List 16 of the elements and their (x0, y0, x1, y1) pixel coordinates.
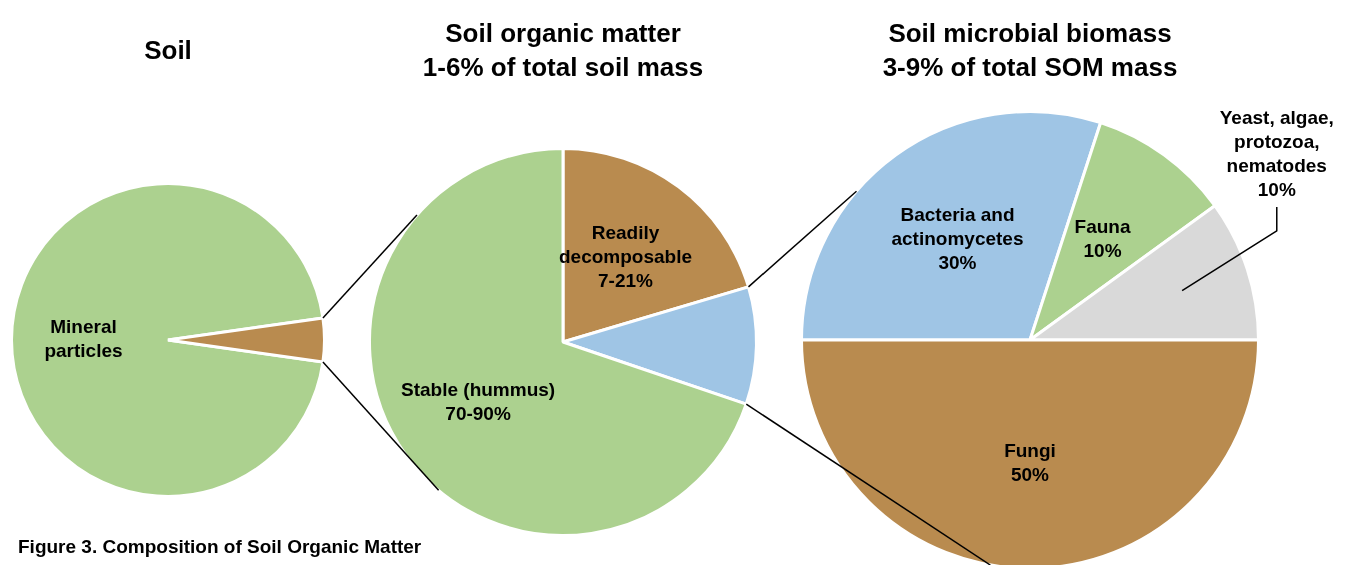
slice-label: Bacteria and actinomycetes (891, 204, 1024, 250)
slice-label: Mineral particles (44, 316, 123, 362)
data-label: 10% (1257, 179, 1296, 201)
chart-subtitle: 1-6% of total soil mass (422, 51, 704, 84)
data-label: 10% (1083, 240, 1122, 262)
slice-label: Stable (hummus) 70-90% (401, 379, 556, 425)
data-label: 30% (938, 252, 977, 274)
caption: Figure 3. Composition of Soil Organic Matter (18, 536, 422, 558)
slice-label: Fauna (1074, 216, 1131, 238)
chart-title: Soil (144, 34, 192, 67)
chart-title: Soil organic matter (445, 17, 681, 50)
data-label: 50% (1010, 463, 1050, 485)
slice-label: Yeast, algae, protozoa, nematodes (1219, 107, 1334, 177)
chart-subtitle: 3-9% of total SOM mass (882, 51, 1178, 84)
slice-label: Fungi (1004, 439, 1056, 461)
chart-title: Soil microbial biomass (888, 17, 1172, 50)
